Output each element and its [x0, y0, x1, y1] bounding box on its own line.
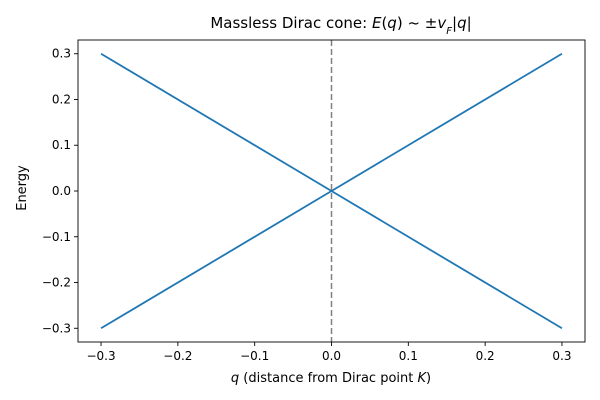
- y-tick-label: 0.3: [52, 47, 71, 61]
- y-tick-label: −0.2: [42, 276, 71, 290]
- chart-title: Massless Dirac cone: E(q) ~ ±vF|q|: [210, 14, 471, 37]
- x-tick-label: −0.1: [240, 349, 269, 363]
- y-axis-label: Energy: [15, 165, 30, 211]
- series-line-1: [100, 190, 563, 330]
- x-tick-label: −0.3: [86, 349, 115, 363]
- x-tick-label: 0.3: [552, 349, 571, 363]
- x-tick-label: 0.1: [399, 349, 418, 363]
- x-tick-label: −0.2: [163, 349, 192, 363]
- x-tick-label: 0.2: [476, 349, 495, 363]
- x-axis-label: q (distance from Dirac point K): [231, 371, 431, 386]
- y-tick-label: 0.0: [52, 184, 71, 198]
- plot-area: −0.3 −0.2 −0.1 0.0 0.1 0.2 0.3 −0.3 −0.2 −0.1 0.0 0…: [42, 39, 586, 363]
- y-tick-label: 0.2: [52, 92, 71, 106]
- y-tick-label: −0.1: [42, 230, 71, 244]
- x-tick-label: 0.0: [322, 349, 341, 363]
- y-tick-label: −0.3: [42, 321, 71, 335]
- y-tick-label: 0.1: [52, 138, 71, 152]
